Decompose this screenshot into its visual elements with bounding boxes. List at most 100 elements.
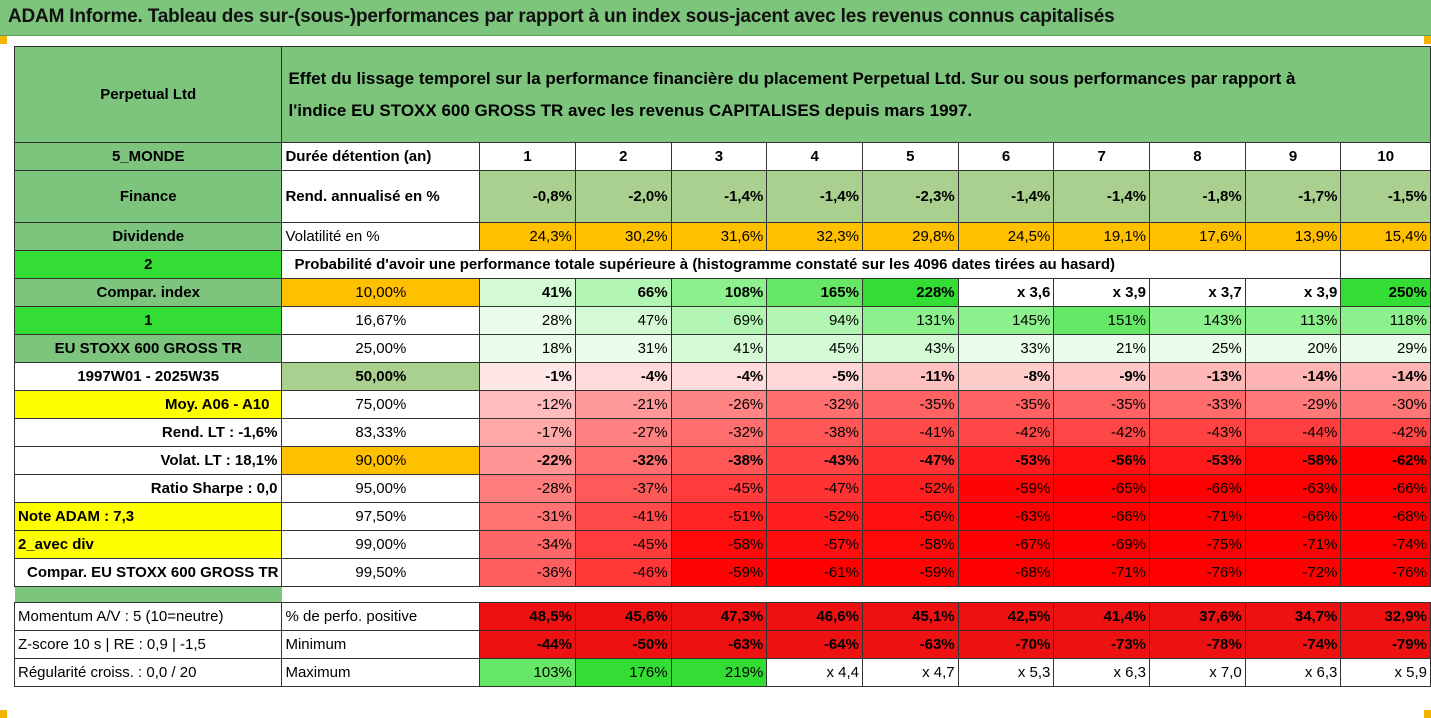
sector-label: Finance (13, 170, 283, 223)
quantile-value: -58% (1244, 446, 1342, 475)
quantile-value: -61% (766, 558, 863, 587)
corner-marker (0, 36, 7, 44)
volat-value: 30,2% (574, 222, 672, 251)
quantile-value: -59% (861, 558, 959, 587)
quantile-value: -26% (670, 390, 768, 419)
quantile-value: -68% (957, 558, 1055, 587)
fund-name: Perpetual Ltd (100, 86, 197, 103)
description-line-1: Effet du lissage temporel sur la perform… (288, 68, 1296, 88)
stat-value: -63% (861, 630, 959, 659)
stat-value: 45,6% (574, 602, 672, 631)
quantile-p: 16,67% (281, 306, 481, 335)
stat-value: x 4,7 (861, 658, 959, 687)
quantile-value: -43% (1149, 418, 1246, 447)
quantile-value: -57% (766, 530, 863, 559)
stat-value: 42,5% (957, 602, 1055, 631)
volat-value: 29,8% (861, 222, 959, 251)
volat-value: 24,3% (479, 222, 576, 251)
quantile-p: 97,50% (281, 502, 481, 531)
stat-value: x 6,3 (1053, 658, 1151, 687)
quantile-value: -42% (1340, 418, 1431, 447)
description-cell: Effet du lissage temporel sur la perform… (281, 46, 1431, 143)
quantile-value: -59% (670, 558, 768, 587)
rend-value: -2,3% (861, 170, 959, 223)
quantile-value: -11% (861, 362, 959, 391)
note-label: Note ADAM : 7,3 (13, 502, 283, 531)
quantile-p: 95,00% (281, 474, 481, 503)
corner-marker (1424, 36, 1431, 44)
rend-value: -1,4% (766, 170, 863, 223)
quantile-value: -56% (1053, 446, 1151, 475)
rend-value: -1,4% (957, 170, 1055, 223)
volat-value: 31,6% (670, 222, 768, 251)
stat-value: x 5,3 (957, 658, 1055, 687)
quantile-value: -1% (479, 362, 576, 391)
quantile-value: -58% (670, 530, 768, 559)
quantile-value: -38% (670, 446, 768, 475)
quantile-value: -41% (574, 502, 672, 531)
moy-label: Moy. A06 - A10 (13, 390, 283, 419)
quantile-value: -32% (766, 390, 863, 419)
quantile-value: -9% (1053, 362, 1151, 391)
volat-label: Volatilité en % (281, 222, 481, 251)
quantile-value: -35% (1053, 390, 1151, 419)
quantile-value: -52% (861, 474, 959, 503)
rend-label: Rend. annualisé en % (281, 170, 481, 223)
stat-value: 37,6% (1149, 602, 1246, 631)
quantile-value: x 3,7 (1149, 278, 1246, 307)
description-line-2: l'indice EU STOXX 600 GROSS TR avec les … (288, 100, 973, 120)
quantile-value: x 3,6 (957, 278, 1055, 307)
quantile-value: -58% (861, 530, 959, 559)
fund-name-cell: Perpetual Ltd (13, 46, 283, 143)
quantile-value: 108% (670, 278, 768, 307)
stat-value: -79% (1340, 630, 1431, 659)
stat-value: -78% (1149, 630, 1246, 659)
year-4: 4 (766, 142, 863, 171)
selector-2[interactable]: 2 (13, 250, 283, 279)
quantile-value: -45% (574, 530, 672, 559)
quantile-value: 228% (861, 278, 959, 307)
quantile-value: 33% (957, 334, 1055, 363)
quantile-p: 83,33% (281, 418, 481, 447)
stat-label: Maximum (281, 658, 481, 687)
year-3: 3 (670, 142, 768, 171)
quantile-value: 41% (670, 334, 768, 363)
period-label: 1997W01 - 2025W35 (13, 362, 283, 391)
selector-1[interactable]: 1 (13, 306, 283, 335)
quantile-value: 47% (574, 306, 672, 335)
quantile-value: -63% (1244, 474, 1342, 503)
quantile-value: -36% (479, 558, 576, 587)
corner-marker (1424, 710, 1431, 718)
volat-value: 32,3% (766, 222, 863, 251)
volat-value: 24,5% (957, 222, 1055, 251)
quantile-value: -17% (479, 418, 576, 447)
quantile-value: -4% (670, 362, 768, 391)
stat-value: x 5,9 (1340, 658, 1431, 687)
stat-value: 176% (574, 658, 672, 687)
year-8: 8 (1149, 142, 1246, 171)
stat-label: % de perfo. positive (281, 602, 481, 631)
quantile-value: -63% (957, 502, 1055, 531)
year-9: 9 (1244, 142, 1342, 171)
zone-label: 5_MONDE (13, 142, 283, 171)
rend-lt-label: Rend. LT : -1,6% (13, 418, 283, 447)
quantile-value: -43% (766, 446, 863, 475)
quantile-value: 131% (861, 306, 959, 335)
quantile-value: -66% (1244, 502, 1342, 531)
quantile-value: x 3,9 (1244, 278, 1342, 307)
quantile-value: 151% (1053, 306, 1151, 335)
stat-value: 34,7% (1244, 602, 1342, 631)
quantile-value: -14% (1244, 362, 1342, 391)
volat-lt-label: Volat. LT : 18,1% (13, 446, 283, 475)
spacer (282, 587, 1431, 603)
quantile-value: -45% (670, 474, 768, 503)
volat-value: 15,4% (1340, 222, 1431, 251)
quantile-p: 99,00% (281, 530, 481, 559)
quantile-value: 118% (1340, 306, 1431, 335)
sharpe-label: Ratio Sharpe : 0,0 (13, 474, 283, 503)
quantile-value: -71% (1149, 502, 1246, 531)
zscore-label: Z-score 10 s | RE : 0,9 | -1,5 (13, 630, 283, 659)
quantile-p: 75,00% (281, 390, 481, 419)
stat-value: -73% (1053, 630, 1151, 659)
rend-value: -1,4% (670, 170, 768, 223)
